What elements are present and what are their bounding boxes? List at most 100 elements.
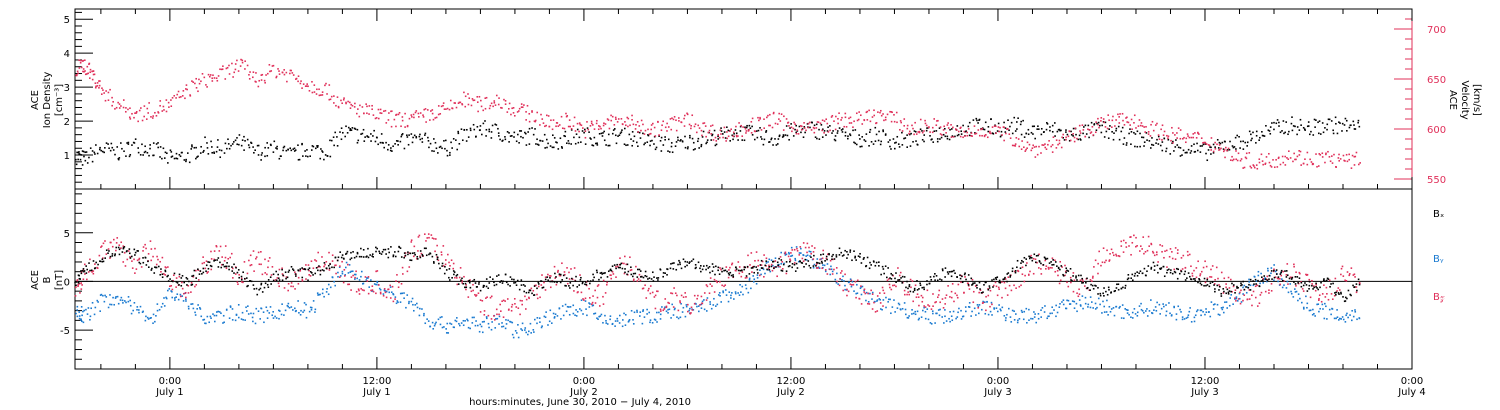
bx-point [312,274,314,276]
bz-point [1320,300,1323,303]
bz-point [985,295,987,298]
bx-point [301,276,304,279]
bz-point [1222,292,1225,294]
velocity-point [328,98,331,101]
density-point [720,127,722,129]
by-point [1281,286,1284,289]
bx-point [702,265,705,267]
density-point [264,146,266,149]
bz-point [1340,273,1342,276]
by-point [339,275,342,277]
density-point [1352,120,1355,123]
by-point [649,319,652,321]
velocity-point [1060,146,1063,149]
by-point [517,336,520,339]
velocity-point [319,94,322,96]
velocity-point [617,118,620,120]
velocity-point [1023,146,1025,149]
bz-point [501,300,503,303]
by-point [710,307,713,310]
by-point [890,312,892,315]
by-point [536,322,538,325]
density-point [230,144,232,147]
by-point [86,313,89,315]
velocity-point [570,128,573,130]
x-tick-time-label: 0:00 [573,376,595,387]
velocity-point [776,123,779,125]
bx-point [478,283,480,285]
by-point [1217,313,1220,316]
velocity-point [877,111,879,113]
velocity-point [501,107,503,109]
density-point [379,141,382,144]
velocity-point [353,106,356,108]
velocity-point [1078,124,1081,127]
velocity-point [435,116,438,119]
by-point [155,315,157,317]
by-point [520,328,522,330]
bz-point [1323,284,1325,286]
by-point [879,308,882,310]
velocity-point [1042,144,1045,146]
by-point [624,324,627,326]
bz-point [1330,293,1333,295]
velocity-point [1127,121,1130,124]
bz-point [728,269,730,271]
velocity-point [647,128,649,131]
bx-point [705,268,707,271]
velocity-point [667,126,670,128]
velocity-point [889,110,891,113]
velocity-point [693,125,696,128]
bz-point [419,255,421,257]
bx-point [192,274,195,277]
by-point [475,320,477,322]
by-point [1335,317,1337,320]
bz-point [308,273,310,276]
density-point [1049,129,1051,132]
bz-point [89,258,91,261]
velocity-point [744,127,747,130]
velocity-point [705,135,707,138]
density-point [755,130,758,132]
velocity-point [790,126,793,129]
by-point [527,330,530,333]
density-point [1199,145,1202,147]
bz-point [178,275,181,278]
by-point [656,311,658,314]
bx-point [659,268,662,271]
density-point [675,141,678,143]
density-point [607,144,610,147]
density-point [522,136,524,139]
velocity-point [1192,133,1195,135]
by-point [481,331,484,334]
by-point [1073,300,1076,303]
by-point [76,315,79,318]
bz-point [610,274,612,277]
by-point [1094,302,1097,305]
density-point [91,160,94,163]
bz-point [1051,257,1054,260]
density-point [1000,130,1003,133]
density-point [1194,150,1197,153]
bz-point [325,260,328,263]
bz-point [310,260,313,263]
velocity-point [523,104,525,106]
bz-point [363,289,365,292]
bz-point [1254,296,1257,299]
bz-point [1059,260,1062,263]
bx-point [712,266,715,268]
bx-point [648,277,651,279]
bx-point [392,255,395,258]
by-point [945,320,948,322]
velocity-point [1319,153,1322,156]
bz-point [179,295,182,298]
density-point [950,128,953,130]
by-point [632,319,634,321]
bx-point [145,264,148,266]
velocity-point [838,112,840,114]
density-point [847,135,849,137]
by-point [511,321,514,324]
density-point [407,143,410,146]
density-point [734,129,737,131]
by-point [1270,267,1273,269]
